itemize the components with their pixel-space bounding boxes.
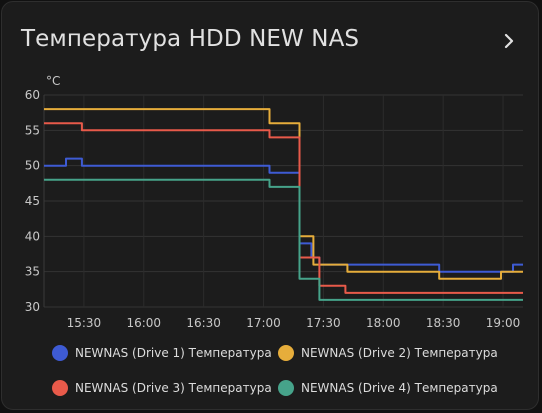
legend-item-drive-2[interactable]: NEWNAS (Drive 2) Температура — [278, 345, 498, 361]
x-tick-label: 17:00 — [246, 316, 281, 330]
y-axis-unit-label: °C — [46, 74, 60, 88]
legend-item-drive-1[interactable]: NEWNAS (Drive 1) Температура — [52, 345, 272, 361]
series-line-drive-1 — [44, 157, 523, 273]
legend-color-dot — [278, 345, 294, 361]
legend-label: NEWNAS (Drive 2) Температура — [301, 346, 498, 360]
x-tick-label: 18:00 — [366, 316, 401, 330]
legend-item-drive-4[interactable]: NEWNAS (Drive 4) Температура — [278, 380, 498, 396]
legend-color-dot — [52, 345, 68, 361]
legend-label: NEWNAS (Drive 4) Температура — [301, 381, 498, 395]
x-tick-label: 17:30 — [306, 316, 341, 330]
legend-label: NEWNAS (Drive 3) Температура — [75, 381, 272, 395]
y-tick-label: 45 — [25, 194, 40, 208]
y-tick-label: 55 — [25, 123, 40, 137]
y-tick-label: 60 — [25, 88, 40, 102]
x-tick-label: 19:00 — [486, 316, 521, 330]
legend-color-dot — [278, 380, 294, 396]
x-tick-label: 16:00 — [126, 316, 161, 330]
x-tick-label: 16:30 — [186, 316, 221, 330]
y-tick-label: 50 — [25, 159, 40, 173]
y-tick-label: 40 — [25, 229, 40, 243]
x-tick-label: 18:30 — [426, 316, 461, 330]
legend-item-drive-3[interactable]: NEWNAS (Drive 3) Температура — [52, 380, 272, 396]
y-tick-label: 30 — [25, 300, 40, 314]
x-tick-label: 15:30 — [67, 316, 102, 330]
series-line-drive-4 — [44, 178, 523, 301]
series-line-drive-2 — [44, 108, 523, 280]
chevron-right-icon[interactable] — [498, 30, 520, 52]
y-tick-label: 35 — [25, 265, 40, 279]
card-title: Температура HDD NEW NAS — [21, 26, 360, 52]
series-line-drive-3 — [44, 122, 523, 294]
legend-label: NEWNAS (Drive 1) Температура — [75, 346, 272, 360]
legend-color-dot — [52, 380, 68, 396]
